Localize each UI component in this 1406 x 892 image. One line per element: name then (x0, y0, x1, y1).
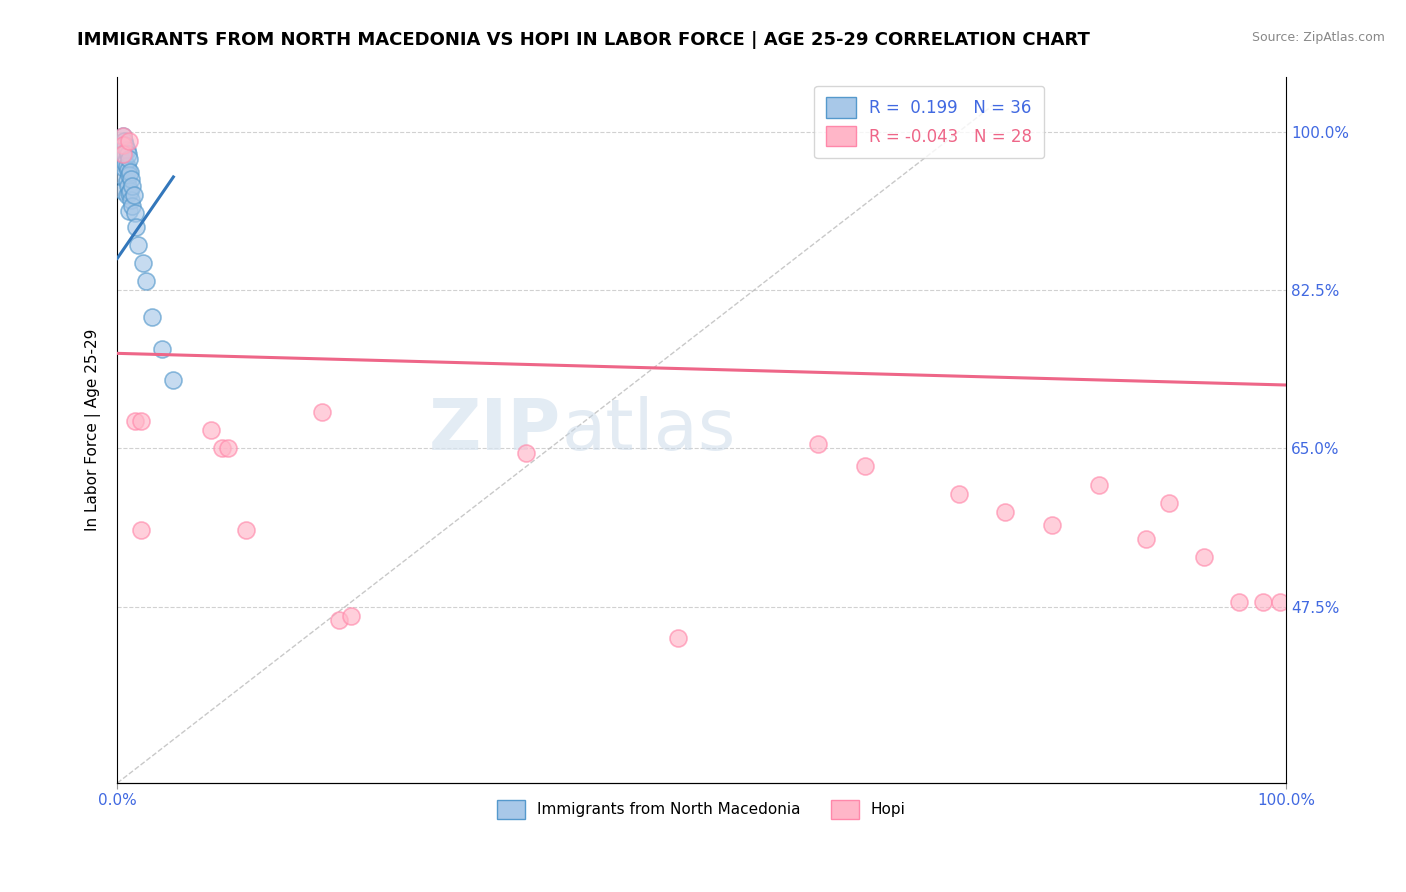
Point (948, 486, 970, 500)
Point (127, 237, 149, 252)
Point (328, 613, 350, 627)
Point (666, 632, 689, 646)
Text: Source: ZipAtlas.com: Source: ZipAtlas.com (1251, 31, 1385, 45)
Point (115, 174, 138, 188)
Point (118, 152, 141, 166)
Point (200, 423, 222, 437)
Point (120, 184, 142, 198)
Point (112, 138, 135, 153)
Point (150, 342, 173, 356)
Point (125, 219, 148, 234)
Point (1251, 595, 1274, 609)
Point (135, 274, 157, 288)
Point (853, 459, 876, 474)
Point (129, 523, 152, 537)
Point (217, 442, 239, 456)
Point (118, 204, 141, 219)
Point (115, 143, 138, 157)
Point (235, 523, 257, 537)
Point (121, 199, 143, 213)
Point (120, 193, 142, 207)
Point (112, 134, 135, 148)
Point (1268, 595, 1291, 609)
Point (1088, 477, 1111, 491)
Point (114, 156, 136, 170)
Point (124, 414, 146, 428)
Point (807, 437, 830, 451)
Point (114, 138, 136, 153)
Legend: Immigrants from North Macedonia, Hopi: Immigrants from North Macedonia, Hopi (491, 794, 912, 825)
Point (112, 156, 135, 170)
Point (1227, 595, 1250, 609)
Point (129, 414, 152, 428)
Point (112, 169, 135, 184)
Text: ZIP: ZIP (429, 396, 561, 465)
Point (118, 186, 141, 201)
Point (311, 405, 333, 419)
Point (1040, 518, 1063, 533)
Text: atlas: atlas (561, 396, 735, 465)
Point (112, 129, 135, 144)
Y-axis label: In Labor Force | Age 25-29: In Labor Force | Age 25-29 (86, 329, 101, 532)
Point (994, 505, 1017, 519)
Point (115, 188, 138, 202)
Point (515, 446, 537, 460)
Point (115, 159, 138, 173)
Point (112, 147, 135, 161)
Point (1159, 495, 1181, 509)
Point (120, 171, 142, 186)
Point (117, 162, 139, 177)
Point (121, 179, 143, 194)
Point (132, 256, 155, 270)
Point (112, 143, 135, 157)
Point (112, 161, 135, 175)
Point (112, 147, 135, 161)
Point (112, 184, 135, 198)
Point (340, 608, 363, 623)
Point (211, 442, 233, 456)
Point (1135, 532, 1157, 546)
Point (124, 206, 146, 220)
Point (122, 188, 145, 202)
Point (117, 147, 139, 161)
Point (162, 374, 184, 388)
Point (141, 310, 163, 325)
Point (118, 168, 141, 182)
Point (1192, 549, 1215, 564)
Point (118, 134, 141, 148)
Point (112, 129, 135, 144)
Text: IMMIGRANTS FROM NORTH MACEDONIA VS HOPI IN LABOR FORCE | AGE 25-29 CORRELATION C: IMMIGRANTS FROM NORTH MACEDONIA VS HOPI … (77, 31, 1090, 49)
Point (120, 165, 142, 179)
Point (117, 179, 139, 194)
